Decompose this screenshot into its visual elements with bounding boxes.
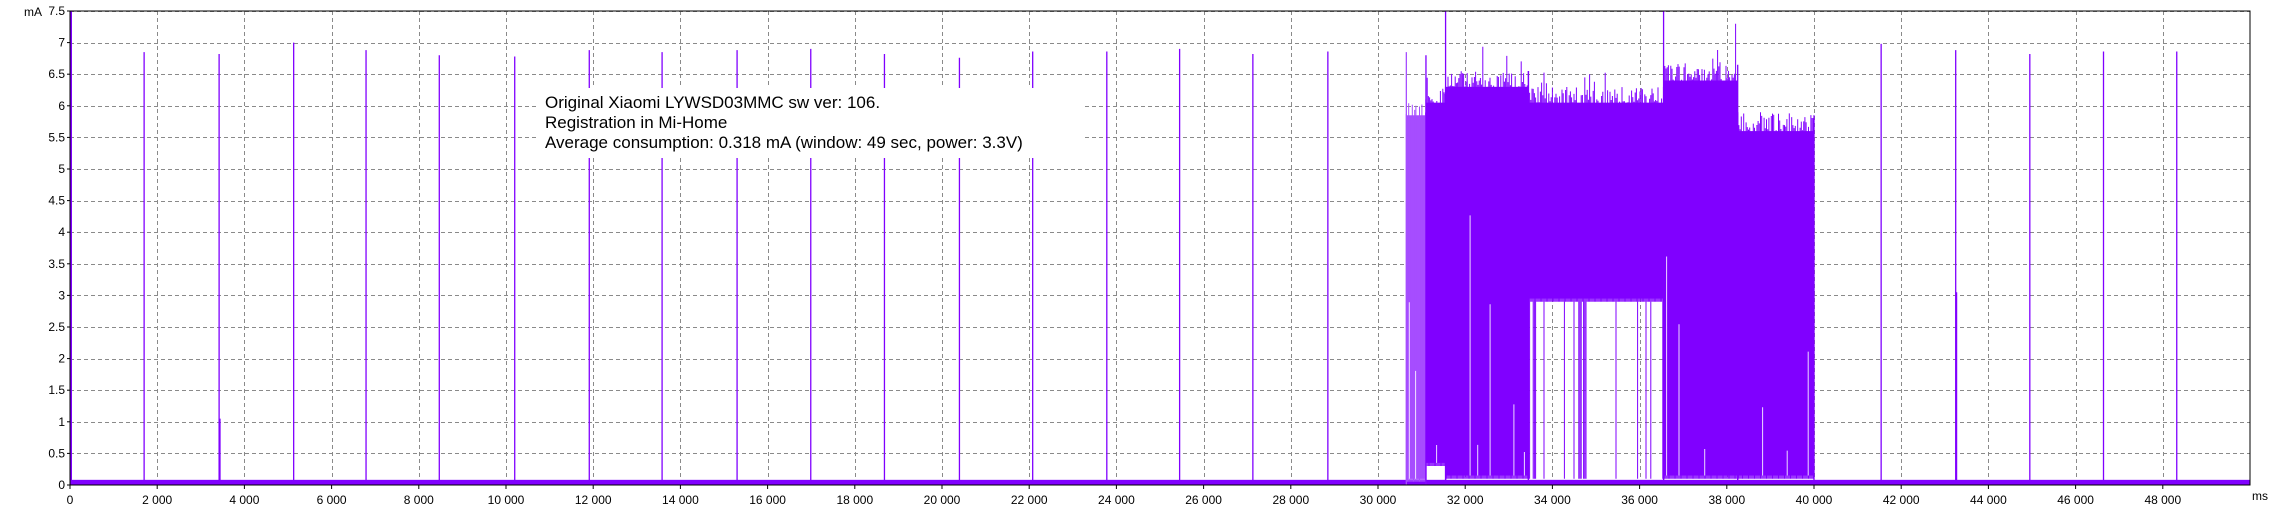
plot-frame	[69, 10, 2251, 486]
activity-burst	[1425, 55, 1447, 485]
activity-burst	[1444, 11, 1530, 485]
y-tick-label: 2.5	[48, 320, 65, 334]
x-tick-label: 30 000	[1360, 493, 1397, 507]
x-tick-label: 36 000	[1621, 493, 1658, 507]
y-tick-label: 7	[58, 36, 65, 50]
y-tick-label: 3	[58, 288, 65, 302]
y-tick-label: 0.5	[48, 446, 65, 460]
x-tick-label: 32 000	[1447, 493, 1484, 507]
x-tick-label: 0	[67, 493, 74, 507]
x-tick-label: 48 000	[2144, 493, 2181, 507]
axes: 0 0.5 1 1.5 2 2.5 3 3.5 4 4.5 5 5.5 6 6.5 7 7.5 0 2 000 4 …	[48, 4, 2181, 507]
annotation-line-3: Average consumption: 0.318 mA (window: 4…	[545, 133, 1023, 152]
x-tick-label: 38 000	[1708, 493, 1745, 507]
y-tick-label: 1.5	[48, 383, 65, 397]
y-tick-label: 6.5	[48, 67, 65, 81]
x-tick-label: 24 000	[1098, 493, 1135, 507]
burst-band	[1445, 86, 1529, 476]
burst-gaps	[1762, 351, 1809, 476]
x-tick-label: 6 000	[317, 493, 347, 507]
y-tick-label: 4	[58, 225, 65, 239]
burst-gaps	[1469, 215, 1525, 476]
activity-burst	[1737, 112, 1815, 485]
y-tick-label: 1	[58, 415, 65, 429]
annotation-box: Original Xiaomi LYWSD03MMC sw ver: 106. …	[536, 88, 1082, 158]
x-tick-label: 16 000	[749, 493, 786, 507]
x-tick-label: 20 000	[924, 493, 961, 507]
x-tick-label: 46 000	[2057, 493, 2094, 507]
x-unit-label: ms	[2252, 489, 2268, 503]
burst-trace	[1425, 77, 1446, 466]
y-unit-label: mA	[24, 5, 42, 19]
y-tick-label: 5.5	[48, 130, 65, 144]
annotation-line-2: Registration in Mi-Home	[545, 113, 727, 132]
burst-gaps	[1666, 256, 1706, 476]
x-tick-label: 12 000	[575, 493, 612, 507]
annotation-background	[536, 88, 1082, 158]
y-tick-label: 4.5	[48, 194, 65, 208]
y-tick-label: 6	[58, 99, 65, 113]
x-tick-label: 14 000	[662, 493, 699, 507]
y-tick-label: 0	[58, 478, 65, 492]
x-tick-label: 44 000	[1970, 493, 2007, 507]
x-tick-label: 10 000	[488, 493, 525, 507]
annotation-line-1: Original Xiaomi LYWSD03MMC sw ver: 106.	[545, 93, 880, 112]
y-tick-label: 3.5	[48, 257, 65, 271]
x-tick-label: 42 000	[1883, 493, 1920, 507]
baseline-trace	[70, 479, 2250, 485]
x-tick-label: 18 000	[836, 493, 873, 507]
x-tick-label: 34 000	[1534, 493, 1571, 507]
x-tick-label: 8 000	[404, 493, 434, 507]
plot-area	[70, 11, 2250, 485]
y-tick-label: 5	[58, 162, 65, 176]
x-tick-label: 40 000	[1796, 493, 1833, 507]
data-series	[70, 11, 2250, 485]
x-tick-label: 28 000	[1272, 493, 1309, 507]
x-tick-label: 4 000	[229, 493, 259, 507]
y-tick-label: 2	[58, 352, 65, 366]
x-tick-label: 26 000	[1185, 493, 1222, 507]
y-tick-label: 7.5	[48, 4, 65, 18]
x-tick-label: 2 000	[142, 493, 172, 507]
activity-burst	[1527, 71, 1665, 485]
x-tick-label: 22 000	[1011, 493, 1048, 507]
activity-burst	[1662, 11, 1739, 485]
activity-burst	[1405, 52, 1427, 485]
burst-gaps	[1408, 302, 1417, 479]
